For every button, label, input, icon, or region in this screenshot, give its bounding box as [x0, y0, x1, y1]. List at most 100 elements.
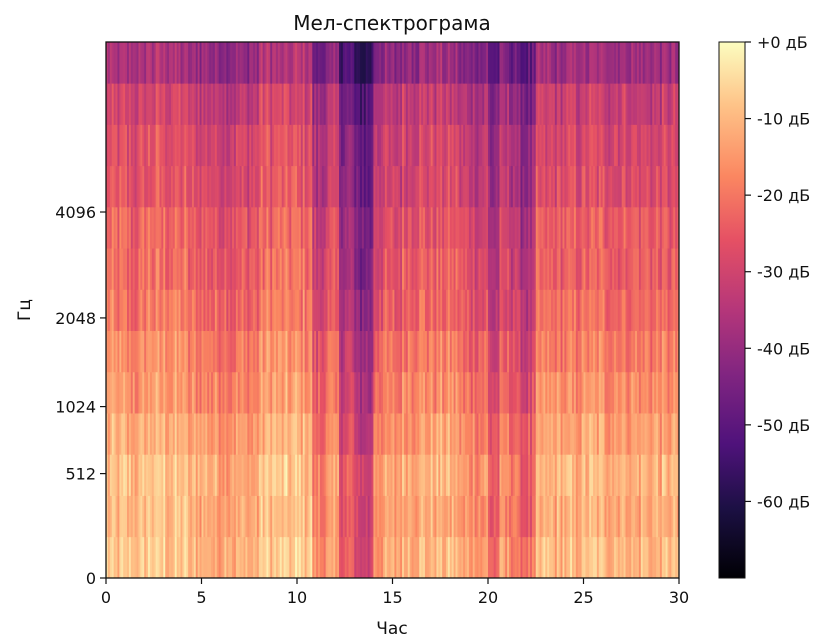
heatmap-cell [503, 536, 506, 579]
heatmap-cell [243, 495, 246, 538]
heatmap-cell [522, 248, 525, 290]
heatmap-cell [377, 371, 380, 414]
heatmap-cell [652, 165, 655, 208]
heatmap-cell [323, 289, 327, 332]
heatmap-cell [657, 454, 661, 496]
heatmap-cell [297, 330, 300, 373]
heatmap-cell [111, 289, 115, 332]
heatmap-cell [132, 83, 136, 125]
heatmap-cell [568, 83, 571, 125]
heatmap-cell [230, 83, 233, 125]
heatmap-cell [358, 124, 361, 167]
heatmap-cell [295, 454, 298, 496]
heatmap-cell [661, 413, 665, 455]
heatmap-cell [335, 454, 338, 496]
heatmap-cell [407, 206, 411, 249]
heatmap-cell [329, 42, 332, 84]
heatmap-cell [344, 536, 348, 579]
heatmap-cell [426, 248, 430, 290]
heatmap-cell [478, 83, 481, 125]
heatmap-cell [275, 454, 279, 496]
heatmap-cell [283, 413, 286, 455]
heatmap-cell [318, 42, 321, 84]
heatmap-cell [308, 165, 311, 208]
heatmap-cell [665, 371, 668, 414]
heatmap-cell [302, 413, 306, 455]
heatmap-cell [594, 536, 598, 579]
heatmap-cell [329, 124, 332, 167]
heatmap-cell [543, 536, 546, 579]
heatmap-cell [591, 83, 594, 125]
heatmap-cell [566, 42, 569, 84]
heatmap-cell [583, 330, 586, 373]
heatmap-cell [216, 454, 220, 496]
heatmap-cell [316, 413, 319, 455]
heatmap-cell [671, 42, 674, 84]
heatmap-cell [142, 248, 145, 290]
heatmap-cell [403, 83, 407, 125]
heatmap-cell [589, 165, 592, 208]
heatmap-cell [132, 289, 136, 332]
heatmap-cell [531, 248, 535, 290]
heatmap-cell [577, 413, 581, 455]
heatmap-cell [191, 206, 195, 249]
heatmap-cell [207, 165, 210, 208]
heatmap-cell [361, 83, 365, 125]
heatmap-cell [205, 165, 208, 208]
heatmap-cell [167, 454, 170, 496]
heatmap-cell [127, 42, 130, 84]
heatmap-cell [491, 206, 495, 249]
heatmap-cell [384, 536, 388, 579]
heatmap-cell [360, 536, 363, 579]
heatmap-cell [444, 536, 447, 579]
heatmap-cell [669, 330, 672, 373]
heatmap-cell [300, 124, 304, 167]
heatmap-cell [293, 42, 296, 84]
heatmap-cell [547, 83, 550, 125]
heatmap-cell [287, 413, 290, 455]
heatmap-cell [604, 454, 607, 496]
heatmap-cell [144, 42, 147, 84]
heatmap-cell [612, 495, 615, 538]
heatmap-cell [604, 371, 607, 414]
heatmap-cell [413, 165, 416, 208]
heatmap-cell [275, 206, 279, 249]
heatmap-cell [149, 248, 153, 290]
heatmap-cell [669, 536, 672, 579]
heatmap-cell [373, 330, 376, 373]
heatmap-cell [581, 124, 584, 167]
heatmap-cell [302, 536, 306, 579]
heatmap-cell [669, 248, 672, 290]
heatmap-cell [551, 124, 554, 167]
heatmap-cell [384, 206, 388, 249]
heatmap-cell [182, 454, 185, 496]
heatmap-cell [214, 83, 218, 125]
heatmap-cell [640, 42, 644, 84]
heatmap-cell [125, 42, 128, 84]
heatmap-cell [602, 165, 605, 208]
heatmap-cell [568, 371, 571, 414]
heatmap-cell [445, 454, 449, 496]
heatmap-cell [241, 289, 244, 332]
heatmap-cell [575, 124, 579, 167]
heatmap-cell [293, 124, 296, 167]
heatmap-cell [239, 495, 243, 538]
heatmap-cell [333, 42, 336, 84]
heatmap-cell [451, 83, 455, 125]
heatmap-cell [617, 42, 621, 84]
heatmap-cell [148, 330, 151, 373]
heatmap-cell [596, 536, 600, 579]
heatmap-cell [316, 165, 319, 208]
heatmap-cell [564, 495, 567, 538]
heatmap-cell [354, 330, 357, 373]
heatmap-cell [673, 413, 676, 455]
heatmap-cell [562, 289, 565, 332]
heatmap-cell [449, 124, 453, 167]
heatmap-cell [398, 42, 401, 84]
heatmap-cell [396, 83, 399, 125]
heatmap-cell [673, 206, 676, 249]
heatmap-cell [524, 413, 527, 455]
heatmap-cell [547, 413, 550, 455]
heatmap-cell [665, 124, 668, 167]
heatmap-cell [235, 371, 239, 414]
